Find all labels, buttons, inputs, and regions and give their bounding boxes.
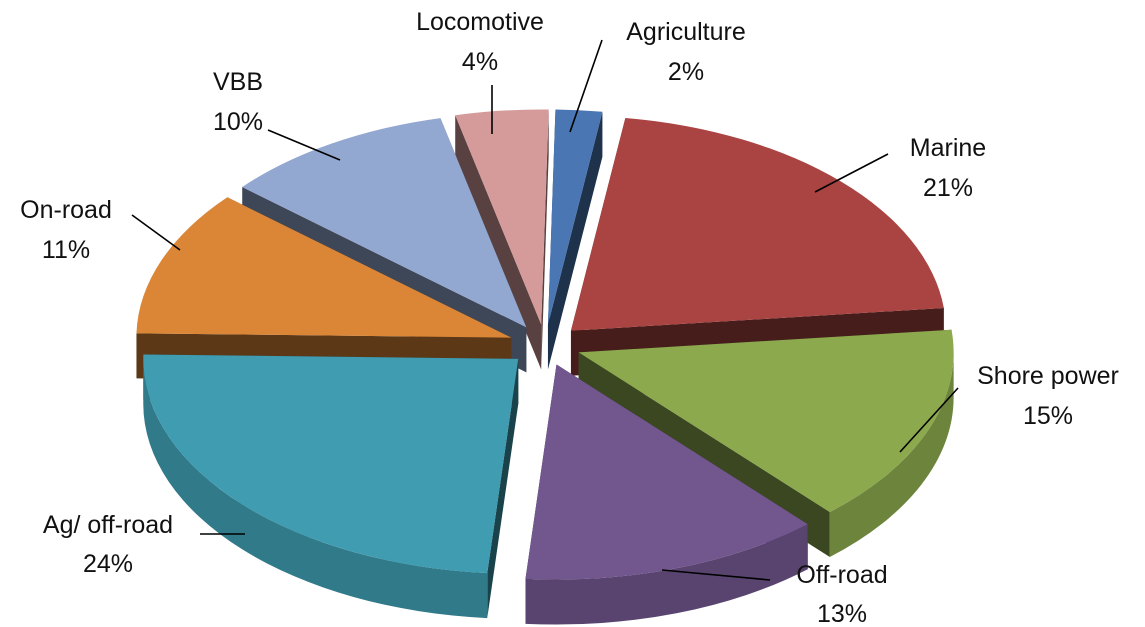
slice-value-marine: 21% [923, 174, 973, 202]
leader-lines [131, 39, 959, 581]
pie-slice-vbb [242, 118, 527, 328]
slice-value-off-road: 13% [817, 600, 867, 627]
leader-line-shore-power [899, 387, 959, 453]
slice-value-locomotive: 4% [462, 48, 498, 76]
slice-wall-ag-off-road [487, 358, 519, 619]
pie-slice-ag-off-road [143, 354, 519, 574]
leader-line-agriculture [569, 39, 603, 133]
slice-label-vbb: VBB [213, 68, 263, 96]
slice-label-agriculture: Agriculture [626, 18, 746, 46]
leader-line-marine [814, 153, 889, 193]
pie-slice-shore-power [578, 329, 954, 513]
leader-line-vbb [267, 129, 341, 161]
slice-wall-agriculture [547, 111, 603, 370]
slice-top-layer [136, 109, 954, 580]
slice-side-ag-off-road [143, 358, 488, 619]
slice-label-shore-power: Shore power [977, 362, 1119, 390]
pie-slice-marine [570, 117, 944, 331]
slice-side-shore-power [829, 352, 954, 558]
slice-wall-locomotive [541, 109, 549, 370]
slice-value-shore-power: 15% [1023, 402, 1073, 430]
slice-value-ag-off-road: 24% [83, 550, 133, 578]
slice-label-marine: Marine [910, 134, 986, 162]
pie-slice-on-road [136, 197, 512, 338]
slice-value-vbb: 10% [213, 108, 263, 136]
pie-slice-agriculture [547, 109, 603, 325]
slice-label-locomotive: Locomotive [416, 8, 544, 36]
slice-label-ag-off-road: Ag/ off-road [43, 511, 173, 539]
leader-line-on-road [131, 214, 181, 251]
slice-label-on-road: On-road [20, 196, 112, 224]
slice-side-off-road [525, 524, 808, 625]
slice-value-agriculture: 2% [668, 58, 704, 86]
pie-slice-locomotive [455, 109, 549, 325]
slice-label-off-road: Off-road [796, 561, 887, 589]
slice-value-on-road: 11% [42, 236, 90, 264]
slice-labels: Agriculture 2% Marine 21% Shore power 15% Off-… [20, 8, 1119, 627]
slice-wall-locomotive [455, 115, 542, 370]
pie-slice-off-road [525, 364, 808, 580]
leader-line-off-road [661, 569, 771, 581]
